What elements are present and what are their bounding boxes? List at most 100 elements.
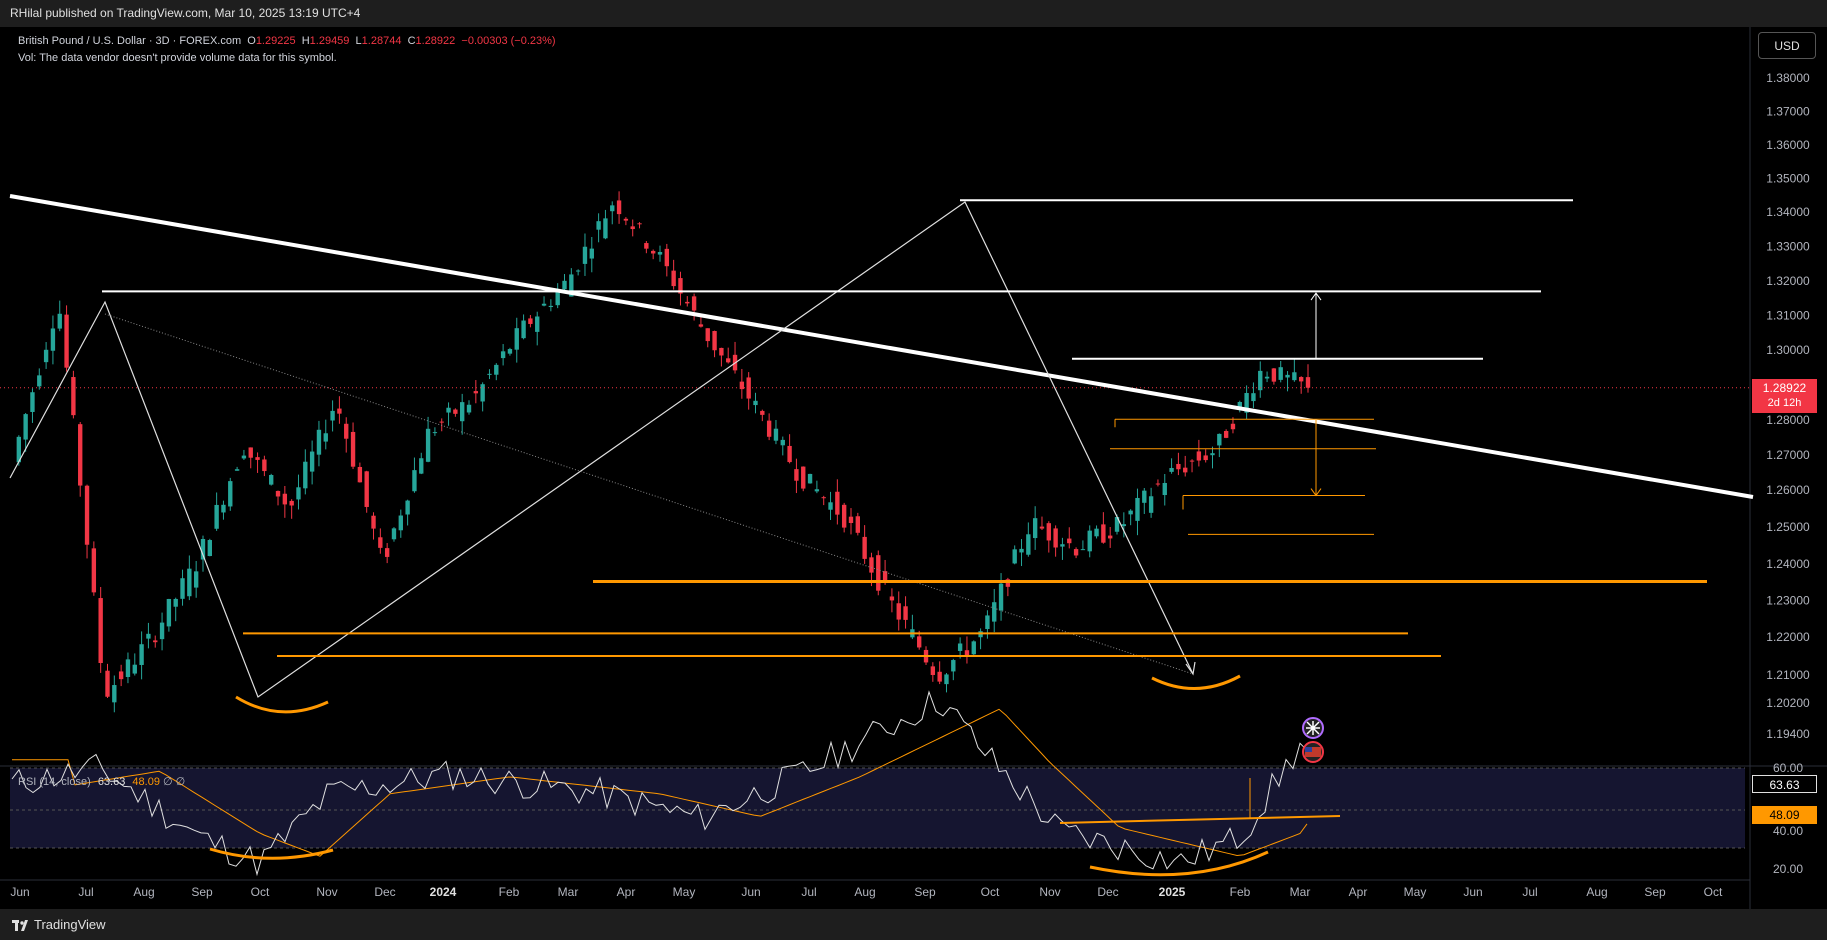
candle-body <box>521 320 526 339</box>
time-tick-label: Oct <box>251 885 270 899</box>
candle-body <box>616 200 622 215</box>
candle-body <box>384 548 390 557</box>
candle-body <box>951 660 956 672</box>
candle-body <box>1155 483 1161 485</box>
price-chart[interactable]: 1.38000 1.37000 1.36000 1.35000 1.34000 1.330… <box>0 0 1827 909</box>
candle-body <box>200 538 206 560</box>
zigzag-arrowhead <box>1185 661 1196 676</box>
rsi-arc <box>1089 850 1269 877</box>
candle-body <box>582 246 588 264</box>
drawings <box>0 194 1754 714</box>
swing-zigzag <box>9 201 1194 698</box>
candle-body <box>412 470 417 492</box>
price-tick-label: 1.38000 <box>1766 71 1810 85</box>
time-tick-label: Mar <box>558 885 579 899</box>
candle-body <box>1067 538 1072 544</box>
candle-body <box>344 423 349 439</box>
candle-body <box>303 461 308 489</box>
last-price: 1.28922 <box>1762 381 1807 395</box>
volume-note: Vol: The data vendor doesn't provide vol… <box>18 52 337 64</box>
candle-body <box>16 436 22 463</box>
price-tick-label: 1.34000 <box>1766 205 1810 219</box>
candle-body <box>1046 523 1051 541</box>
candle-body <box>1183 467 1188 473</box>
candle-body <box>937 671 942 682</box>
price-tick-label: 1.19400 <box>1766 727 1810 741</box>
candle-body <box>50 328 56 351</box>
candle-body <box>241 455 247 459</box>
price-tick-label: 1.27000 <box>1766 448 1810 462</box>
rsi-axis: 60.00 40.00 20.00 <box>1773 761 1803 876</box>
candle-body <box>828 502 833 510</box>
target-down-arrowhead <box>1310 488 1322 497</box>
price-axis: 1.38000 1.37000 1.36000 1.35000 1.34000 1.330… <box>1766 71 1810 741</box>
candle-body <box>903 606 908 620</box>
time-tick-label: Jul <box>78 885 93 899</box>
time-tick-label: May <box>673 885 696 899</box>
candle-body <box>712 331 717 351</box>
time-tick-label: Oct <box>981 885 1000 899</box>
time-tick-label: Nov <box>316 885 337 899</box>
candle-body <box>766 420 772 437</box>
candle-body <box>228 481 233 507</box>
candle-body <box>569 274 574 297</box>
low-value: 1.28744 <box>361 35 402 47</box>
candle-body <box>855 516 860 533</box>
candle-body <box>1080 549 1086 551</box>
candle-body <box>944 674 949 685</box>
candle-body <box>637 223 642 225</box>
descending-trendline <box>9 194 1754 499</box>
candle-body <box>541 303 547 306</box>
candle-body <box>466 404 472 413</box>
candle-body <box>207 540 212 557</box>
price-tick-label: 1.37000 <box>1766 105 1810 119</box>
time-tick-label: Sep <box>191 885 213 899</box>
candle-body <box>862 536 867 559</box>
candle-body <box>555 291 560 306</box>
time-tick-label: Dec <box>374 885 395 899</box>
rsi-line <box>11 690 1308 877</box>
candle-body <box>480 384 485 402</box>
candle-body <box>1108 535 1113 539</box>
publish-info: RHilal published on TradingView.com, Mar… <box>10 6 361 20</box>
candle-body <box>650 250 656 254</box>
candle-body <box>1135 497 1140 521</box>
rsi-ma-tag: 48.09 <box>1752 806 1817 824</box>
candle-body <box>330 410 335 421</box>
rsi-ma-value: 48.09 <box>132 776 160 788</box>
rsi-tick-label: 40.00 <box>1773 824 1803 838</box>
time-tick-label: May <box>1404 885 1427 899</box>
candle-body <box>1258 370 1263 391</box>
time-axis: Jun Jul Aug Sep Oct Nov Dec 2024 Feb Mar Apr May Jun… <box>10 885 1723 899</box>
countdown: 2d 12h <box>1767 397 1802 409</box>
candle-body <box>1162 482 1167 496</box>
candle-body <box>760 410 765 415</box>
candle-body <box>132 664 137 674</box>
candle-body <box>1189 460 1195 462</box>
candle-body <box>1196 451 1202 461</box>
candle-body <box>1128 510 1133 515</box>
rsi-panel <box>11 690 1341 877</box>
candle-body <box>1285 374 1290 378</box>
dotted-trendline <box>104 313 1194 675</box>
candle-body <box>1203 455 1208 461</box>
currency-button[interactable]: USD <box>1758 32 1816 59</box>
candle-body <box>739 381 745 390</box>
time-tick-label: Apr <box>1349 885 1368 899</box>
candle-body <box>337 408 342 414</box>
candle-body <box>1012 549 1017 564</box>
candle-body <box>719 347 724 356</box>
candle-body <box>159 622 165 640</box>
rsi-label: RSI (14, close) <box>18 776 91 788</box>
candle-body <box>841 504 847 528</box>
candle-body <box>1223 431 1229 438</box>
candle-body <box>405 500 410 515</box>
rsi-value: 63.63 <box>97 776 126 788</box>
price-tick-label: 1.21000 <box>1766 668 1810 682</box>
candle-body <box>118 671 124 680</box>
candle-body <box>794 469 799 481</box>
candle-body <box>575 270 581 272</box>
candle-body <box>589 248 594 259</box>
candle-body <box>1087 530 1092 552</box>
candle-body <box>1298 377 1304 382</box>
